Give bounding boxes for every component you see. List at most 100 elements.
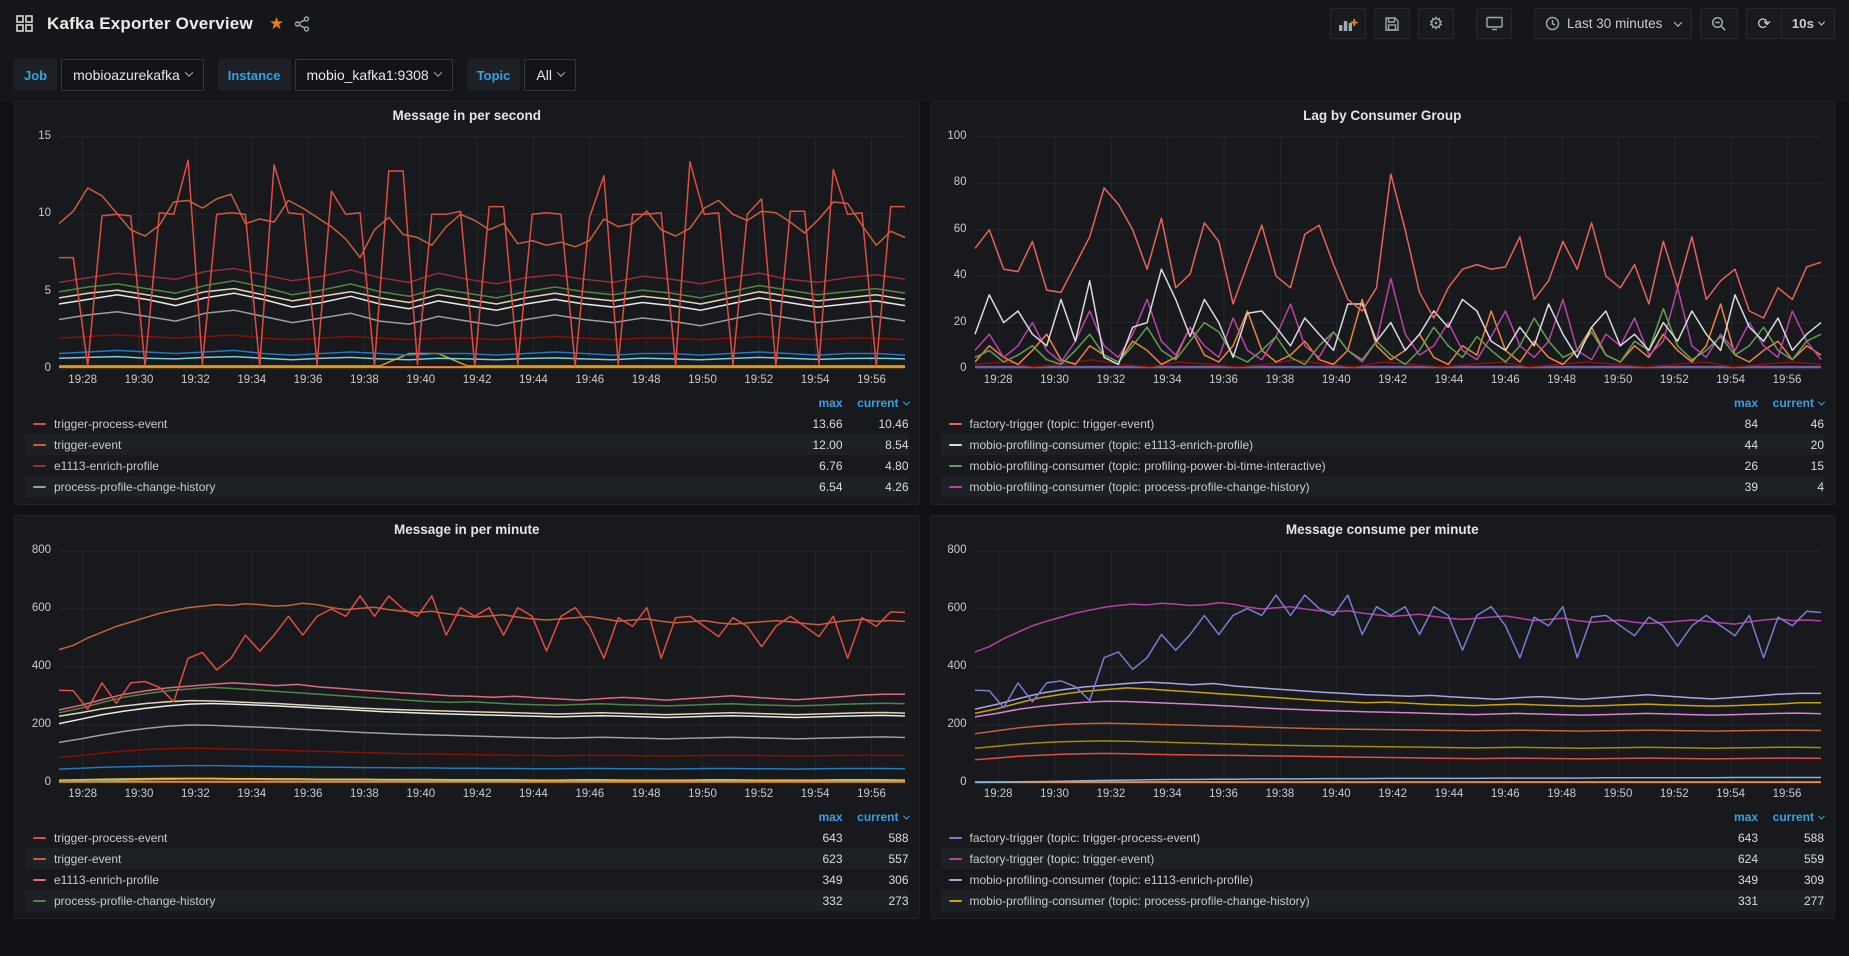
legend-current-value: 588 xyxy=(888,830,909,845)
legend-row: e1113-enrich-profile 6.76 4.80 xyxy=(25,455,909,476)
legend-series-name[interactable]: factory-trigger (topic: trigger-event) xyxy=(969,851,1155,866)
x-axis-tick-label: 19:52 xyxy=(744,374,774,386)
chart-canvas[interactable] xyxy=(15,543,919,805)
x-axis-tick-label: 19:34 xyxy=(1152,788,1182,800)
legend-series-name[interactable]: factory-trigger (topic: trigger-process-… xyxy=(969,830,1201,845)
legend-series-name[interactable]: process-profile-change-history xyxy=(54,893,216,908)
variable-value-dropdown[interactable]: mobio_kafka1:9308 xyxy=(294,59,453,91)
legend-series-name[interactable]: mobio-profiling-consumer (topic: process… xyxy=(969,479,1310,494)
legend-series-name[interactable]: factory-trigger (topic: trigger-event) xyxy=(969,416,1155,431)
favorite-star-icon[interactable]: ★ xyxy=(268,14,285,33)
chart-canvas[interactable] xyxy=(931,543,1835,805)
x-axis-tick-label: 19:50 xyxy=(1603,374,1633,386)
legend-sort-current[interactable]: current xyxy=(1758,810,1826,824)
chart-area[interactable]: 0 20 40 60 80 100 19:28 19:30 19:32 19:34 19:36 19:… xyxy=(931,129,1835,391)
x-axis-tick-label: 19:34 xyxy=(1152,374,1182,386)
legend-max-value: 643 xyxy=(822,830,843,845)
series-swatch xyxy=(948,836,962,839)
series-line xyxy=(58,309,906,327)
series-line xyxy=(974,740,1821,749)
legend-sort-current[interactable]: current xyxy=(843,396,910,410)
legend-series-name[interactable]: e1113-enrich-profile xyxy=(54,458,159,473)
legend-series-name[interactable]: mobio-profiling-consumer (topic: profili… xyxy=(969,458,1326,473)
dashboard-title[interactable]: Kafka Exporter Overview xyxy=(47,13,253,33)
panel-title[interactable]: Lag by Consumer Group xyxy=(1303,108,1462,123)
legend-series-name[interactable]: e1113-enrich-profile xyxy=(54,872,159,887)
legend-row: mobio-profiling-consumer (topic: e1113-e… xyxy=(941,869,1824,890)
series-line xyxy=(59,159,905,367)
series-swatch xyxy=(33,485,46,488)
legend-row: factory-trigger (topic: trigger-event) 84… xyxy=(941,413,1824,434)
legend-series-name[interactable]: trigger-process-event xyxy=(54,416,168,431)
x-axis-tick-label: 19:54 xyxy=(800,374,830,386)
panel-title[interactable]: Message in per minute xyxy=(393,522,540,537)
save-dashboard-button[interactable] xyxy=(1374,8,1411,39)
legend-sort-current-label: current xyxy=(1772,396,1814,410)
y-axis-tick-label: 400 xyxy=(947,660,967,672)
zoom-out-button[interactable] xyxy=(1701,9,1737,38)
x-axis-tick-label: 19:32 xyxy=(1096,374,1126,386)
legend-sort-max[interactable]: max xyxy=(1733,396,1758,410)
legend-series-name[interactable]: trigger-event xyxy=(54,851,122,866)
legend-table: max current factory-trigger (topic: trigge… xyxy=(931,805,1835,918)
chevron-down-icon xyxy=(433,68,442,77)
legend-sort-max[interactable]: max xyxy=(1733,810,1758,824)
chart-canvas[interactable] xyxy=(931,129,1835,391)
legend-row: factory-trigger (topic: trigger-event) 62… xyxy=(940,848,1824,869)
y-axis-tick-label: 100 xyxy=(947,130,967,142)
x-axis-tick-label: 19:44 xyxy=(1434,374,1464,386)
chart-area[interactable]: 0 200 400 600 800 19:28 19:30 19:32 19:34 19:36 19… xyxy=(15,543,919,805)
variable-value-dropdown[interactable]: All xyxy=(524,59,576,91)
legend-series-name[interactable]: trigger-event xyxy=(54,437,122,452)
legend-sort-current[interactable]: current xyxy=(843,810,910,824)
refresh-interval-picker[interactable]: 10s xyxy=(1780,9,1834,38)
variable-value-dropdown[interactable]: mobioazurekafka xyxy=(61,59,204,91)
legend-max-value: 624 xyxy=(1737,851,1758,866)
series-line xyxy=(973,173,1821,319)
legend-current-value: 277 xyxy=(1803,893,1824,908)
legend-current-value: 8.54 xyxy=(885,437,909,452)
series-swatch xyxy=(948,878,962,881)
x-axis-tick-label: 19:36 xyxy=(293,788,323,800)
series-swatch xyxy=(948,899,962,902)
legend-sort-max[interactable]: max xyxy=(818,396,843,410)
legend-row: trigger-process-event 13.66 10.46 xyxy=(25,413,909,434)
legend-series-name[interactable]: mobio-profiling-consumer (topic: e1113-e… xyxy=(969,437,1254,452)
series-swatch xyxy=(33,878,46,881)
panel-title[interactable]: Message in per second xyxy=(392,108,542,123)
legend-sort-current[interactable]: current xyxy=(1758,396,1826,410)
legend-sort-max[interactable]: max xyxy=(818,810,843,824)
x-axis-tick-label: 19:44 xyxy=(519,374,548,386)
chart-canvas[interactable] xyxy=(15,129,919,391)
legend-series-name[interactable]: trigger-process-event xyxy=(54,830,168,845)
x-axis-tick-label: 19:30 xyxy=(1040,374,1069,386)
x-axis-tick-label: 19:56 xyxy=(1772,374,1802,386)
legend-series-name[interactable]: mobio-profiling-consumer (topic: process… xyxy=(969,893,1310,908)
y-axis-tick-label: 600 xyxy=(947,602,967,614)
legend-row: process-profile-change-history 332 273 xyxy=(25,890,909,911)
refresh-icon[interactable]: ⟳ xyxy=(1747,9,1780,38)
legend-current-value: 588 xyxy=(1803,830,1824,845)
chevron-down-icon xyxy=(184,68,193,77)
add-panel-button[interactable] xyxy=(1330,8,1367,39)
y-axis-tick-label: 80 xyxy=(953,176,967,189)
legend-series-name[interactable]: process-profile-change-history xyxy=(54,479,216,494)
cycle-view-mode-button[interactable] xyxy=(1476,8,1513,39)
share-icon[interactable] xyxy=(294,15,310,32)
series-line xyxy=(974,601,1821,653)
dashboard-grid-icon[interactable] xyxy=(12,11,37,36)
x-axis-tick-label: 19:50 xyxy=(688,374,717,386)
x-axis-tick-label: 19:30 xyxy=(1040,788,1069,800)
panel-title[interactable]: Message consume per minute xyxy=(1285,522,1479,537)
time-range-picker[interactable]: Last 30 minutes xyxy=(1535,9,1691,38)
chevron-down-icon xyxy=(1817,18,1826,26)
chart-area[interactable]: 0 200 400 600 800 19:28 19:30 19:32 19:34 19:36 19… xyxy=(931,543,1835,805)
y-axis-tick-label: 600 xyxy=(31,602,51,614)
chart-area[interactable]: 0 5 10 15 19:28 19:30 19:32 19:34 19:36 19:38 19:4… xyxy=(15,129,919,391)
y-axis-tick-label: 15 xyxy=(38,130,51,142)
x-axis-tick-label: 19:54 xyxy=(1716,374,1746,386)
legend-series-name[interactable]: mobio-profiling-consumer (topic: e1113-e… xyxy=(969,872,1254,887)
settings-gear-icon[interactable]: ⚙ xyxy=(1418,8,1455,39)
x-axis-tick-label: 19:34 xyxy=(237,788,267,800)
legend-row: mobio-profiling-consumer (topic: e1113-e… xyxy=(940,434,1824,455)
